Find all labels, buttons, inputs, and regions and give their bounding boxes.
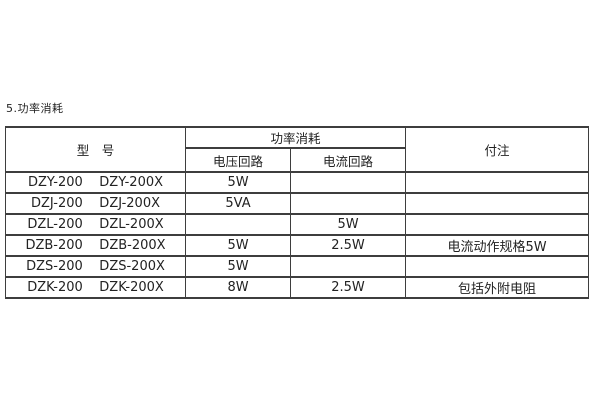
current-circuit-cell: 2.5W — [289, 234, 407, 257]
table-row: DZY-200 DZY-200X 5W — [5, 171, 590, 194]
notes-cell — [405, 255, 590, 278]
header-row-group: 型 号 功率消耗 付注 — [5, 126, 590, 173]
model-cell: DZK-200 DZK-200X — [5, 276, 186, 299]
col-header-voltage-circuit: 电压回路 — [185, 147, 291, 173]
voltage-circuit-cell: 5W — [185, 171, 291, 194]
voltage-circuit-cell: 5W — [185, 234, 291, 257]
model-cell: DZJ-200 DZJ-200X — [5, 192, 186, 215]
voltage-circuit-cell: 8W — [185, 276, 291, 299]
notes-cell: 包括外附电阻 — [405, 276, 590, 299]
model-cell: DZL-200 DZL-200X — [5, 213, 186, 236]
col-header-notes: 付注 — [405, 126, 590, 173]
notes-cell — [405, 192, 590, 215]
col-header-current-circuit: 电流回路 — [289, 147, 407, 173]
section-title: 5.功率消耗 — [6, 102, 64, 115]
table-row: DZK-200 DZK-200X 8W 2.5W 包括外附电阻 — [5, 276, 590, 299]
current-circuit-cell — [289, 192, 407, 215]
table-row: DZJ-200 DZJ-200X 5VA — [5, 192, 590, 215]
table-row: DZS-200 DZS-200X 5W — [5, 255, 590, 278]
current-circuit-cell — [289, 171, 407, 194]
current-circuit-cell — [289, 255, 407, 278]
notes-cell: 电流动作规格5W — [405, 234, 590, 257]
model-cell: DZY-200 DZY-200X — [5, 171, 186, 194]
notes-cell — [405, 171, 590, 194]
power-consumption-table: 型 号 功率消耗 付注 电压回路 电流回路 DZY-200 DZY-200X 5W… — [5, 126, 590, 299]
table-row: DZL-200 DZL-200X 5W — [5, 213, 590, 236]
voltage-circuit-cell — [185, 213, 291, 236]
table-row: DZB-200 DZB-200X 5W 2.5W 电流动作规格5W — [5, 234, 590, 257]
table-body: DZY-200 DZY-200X 5W DZJ-200 DZJ-200X 5VA DZL… — [5, 171, 590, 299]
model-cell: DZB-200 DZB-200X — [5, 234, 186, 257]
current-circuit-cell: 5W — [289, 213, 407, 236]
notes-cell — [405, 213, 590, 236]
voltage-circuit-cell: 5W — [185, 255, 291, 278]
col-header-model: 型 号 — [5, 126, 186, 173]
voltage-circuit-cell: 5VA — [185, 192, 291, 215]
col-header-power-consumption-group: 功率消耗 — [184, 126, 407, 149]
current-circuit-cell: 2.5W — [289, 276, 407, 299]
header-row-subgroup: 电压回路 电流回路 — [6, 147, 589, 173]
model-cell: DZS-200 DZS-200X — [5, 255, 186, 278]
